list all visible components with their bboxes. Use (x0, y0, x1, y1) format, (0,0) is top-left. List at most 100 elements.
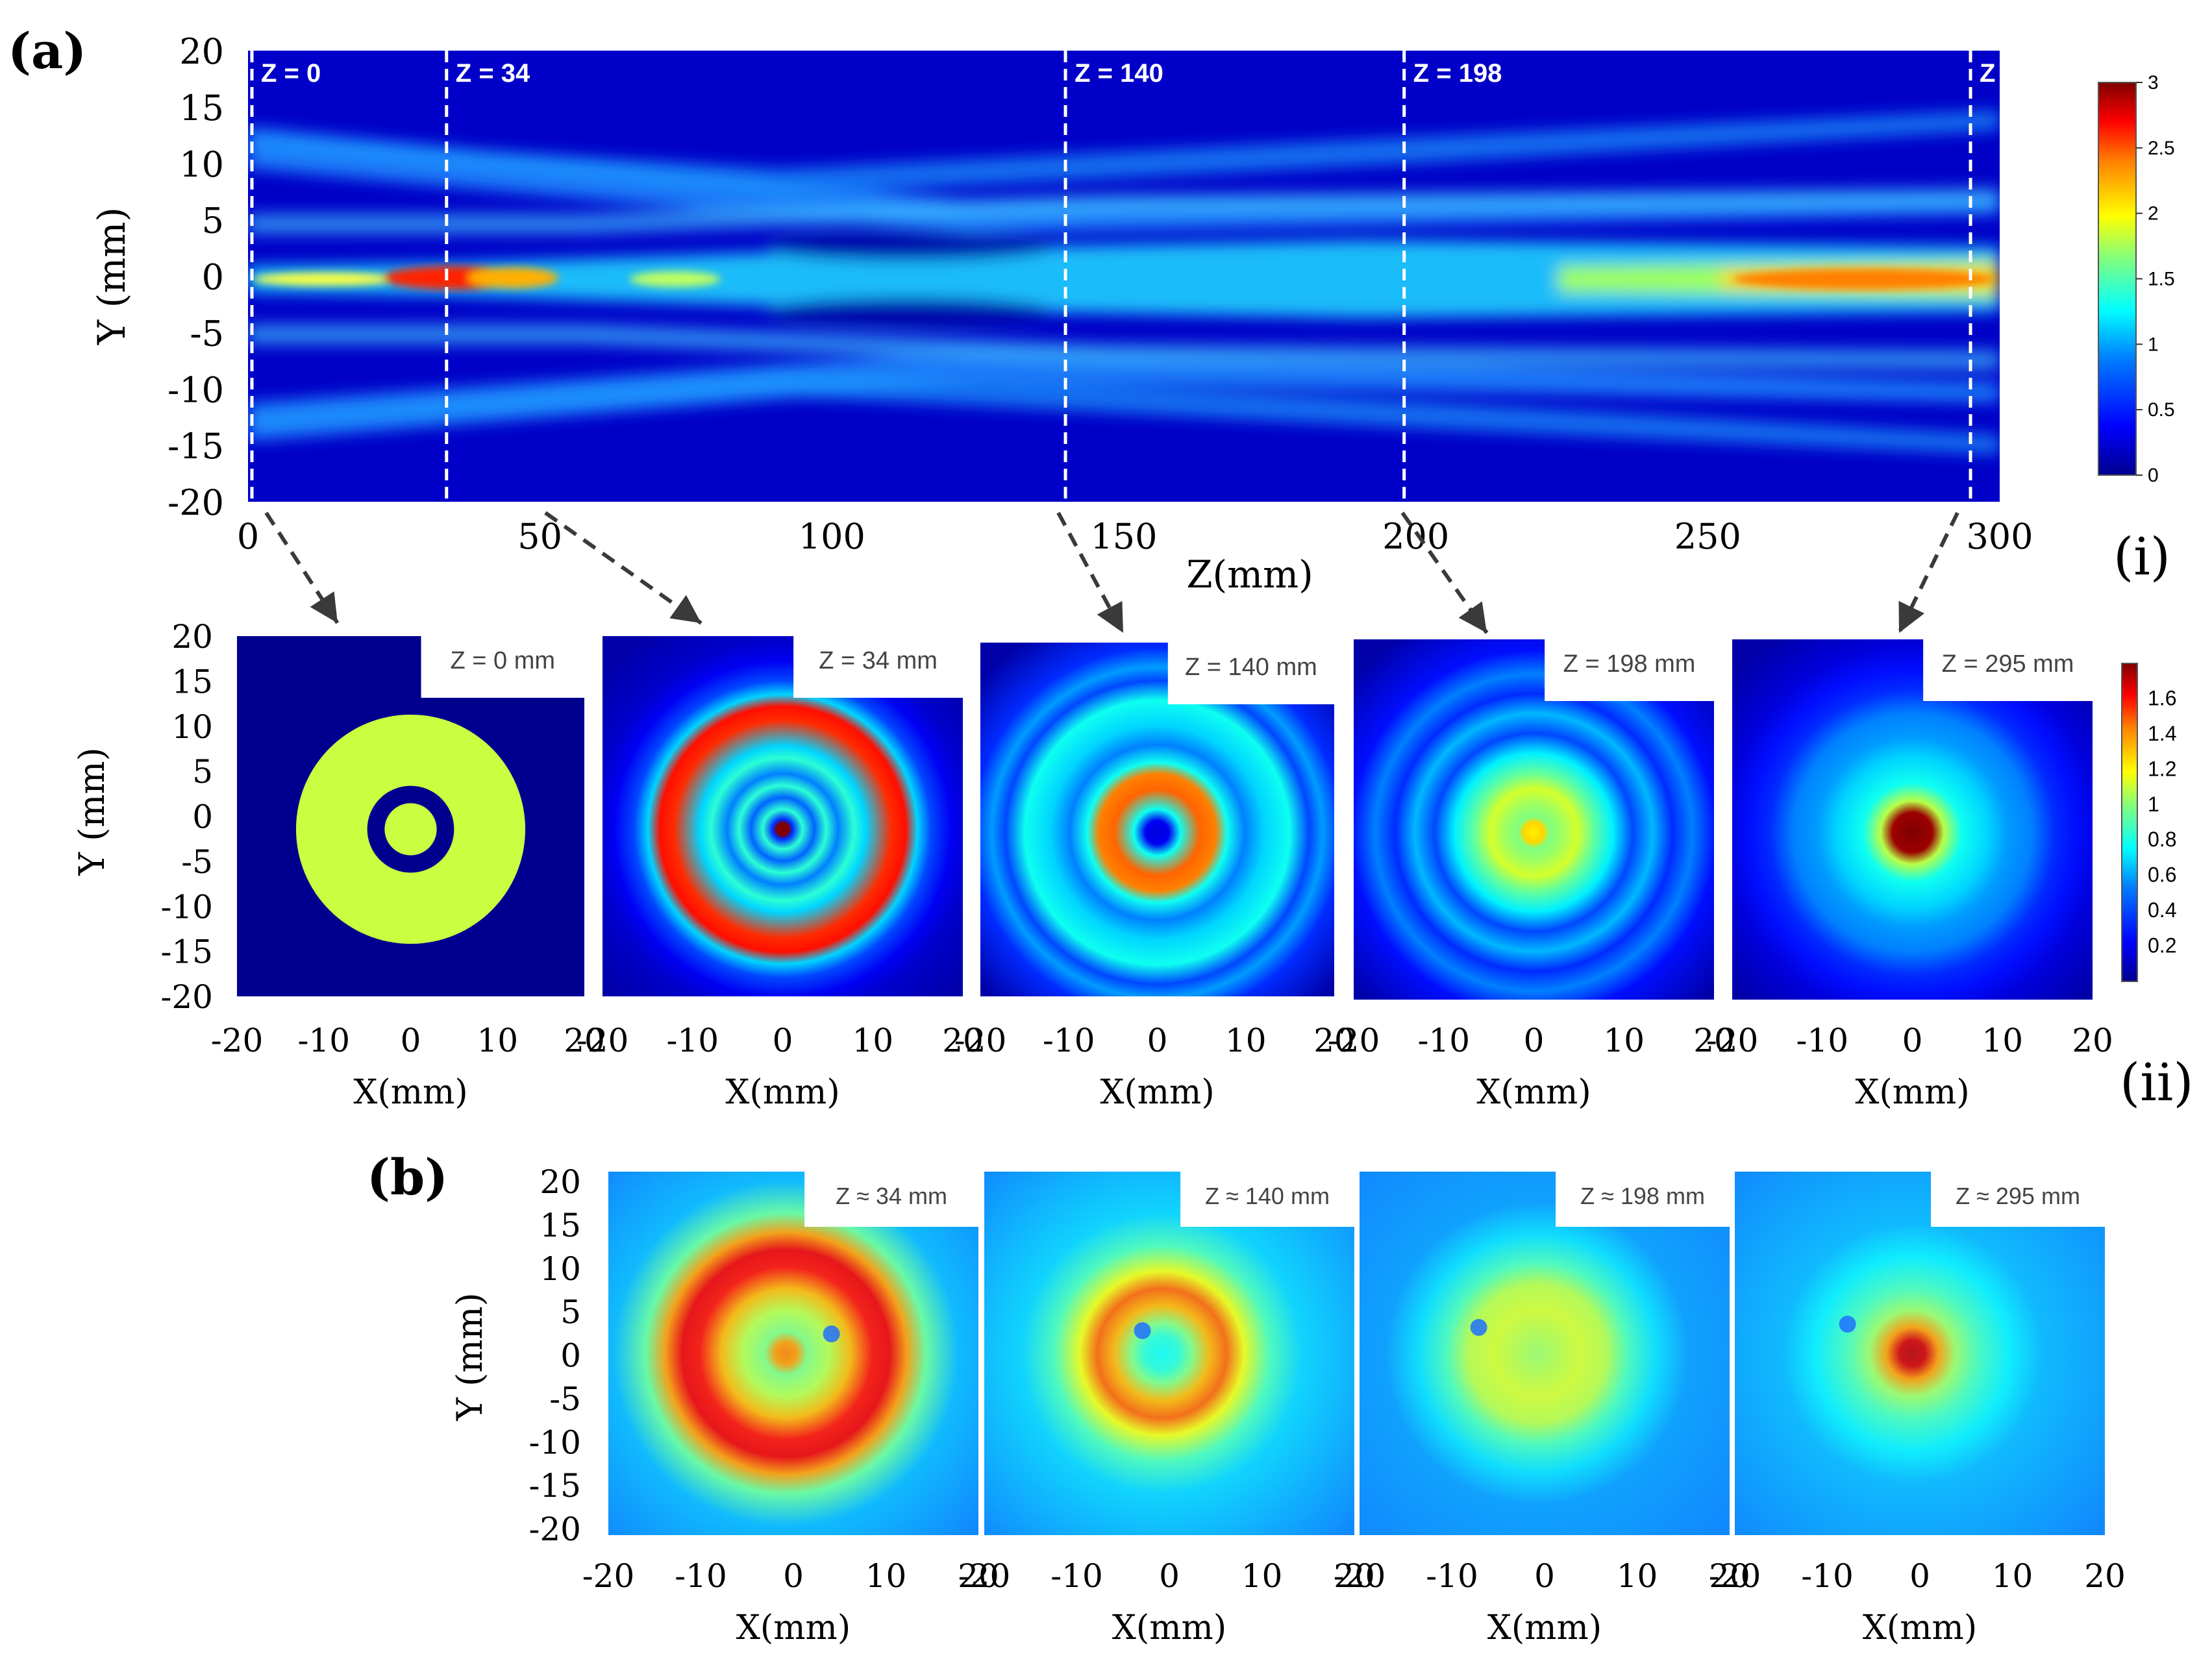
simulated-y-label: Y (mm) (71, 747, 112, 876)
cross-section-x-tick: 10 (852, 1022, 893, 1059)
propagation-x-tick: 300 (1966, 516, 2033, 557)
experimental-x-tick: -20 (958, 1557, 1011, 1595)
hotspot-start (253, 273, 396, 286)
beam-axis-glow (248, 240, 2000, 318)
plane-arrow-line (544, 511, 702, 625)
cross-section-label-box (793, 636, 963, 698)
propagation-heatmap: Z = 0 Z = 34 Z = 140 Z = 198 Z = 295 20 15 10 5… (90, 31, 2069, 597)
experimental-label-box (1180, 1172, 1354, 1227)
experimental-y-tick: 20 (540, 1163, 581, 1201)
cross-section-x-tick: 10 (477, 1022, 518, 1059)
cross-section-label: Z = 0 mm (451, 647, 556, 674)
plane-arrow-head (669, 595, 701, 623)
experimental-x-tick: 10 (1617, 1557, 1658, 1595)
colorbar-cross-section-tick-label: 0.8 (2148, 828, 2176, 851)
experimental-x-tick: 20 (1334, 1557, 1375, 1595)
experimental-panel-z198: Z ≈ 198 mm -20 -10 0 10 20 X(mm) (1334, 1172, 1750, 1647)
experimental-y-tick: -15 (528, 1467, 581, 1505)
experimental-cross-sections: Z ≈ 34 mm -20 -10 0 10 20 X(mm) Z ≈ 140 mm -20 -1… (582, 1172, 2126, 1647)
cross-section-x-tick: -20 (954, 1022, 1007, 1059)
propagation-y-tick: 5 (202, 201, 224, 241)
colorbar-propagation-tick-label: 1.5 (2148, 269, 2175, 290)
propagation-x-tick: 250 (1674, 516, 1741, 557)
cross-section-x-tick: -20 (211, 1022, 264, 1059)
colorbar-propagation: 3 2.5 2 1.5 1 0.5 0 (2098, 72, 2175, 486)
experimental-label-box (1556, 1172, 1730, 1227)
plane-arrow-head (1097, 600, 1123, 633)
propagation-y-tick: -20 (168, 482, 224, 523)
sub-ii-label: (ii) (2120, 1052, 2194, 1113)
experimental-x-tick: 0 (783, 1557, 804, 1595)
propagation-x-tick: 150 (1090, 516, 1157, 557)
cross-section-y-tick: 10 (171, 708, 213, 746)
experimental-x-label: X(mm) (1487, 1608, 1602, 1647)
colorbar-cross-section-tick-label: 1 (2148, 793, 2159, 816)
cross-section-z295: Z = 295 mm -20 -10 0 10 20 X(mm) (1706, 639, 2113, 1112)
cross-section-label-box (1923, 639, 2093, 701)
colorbar-cross-section-tick-label: 0.6 (2148, 863, 2176, 887)
cross-section-x-tick: -10 (1417, 1022, 1470, 1059)
experimental-x-tick: 20 (1709, 1557, 1750, 1595)
cross-section-label: Z = 295 mm (1942, 650, 2074, 678)
cross-section-x-tick: 20 (2072, 1022, 2113, 1059)
experimental-x-label: X(mm) (1112, 1608, 1226, 1647)
cross-section-y-tick: -15 (160, 933, 213, 971)
experimental-x-tick: -10 (1801, 1557, 1854, 1595)
cross-section-x-tick: -10 (1043, 1022, 1095, 1059)
cross-section-y-tick: -10 (160, 888, 213, 926)
experimental-label-box (804, 1172, 978, 1227)
experimental-panel-z140: Z ≈ 140 mm -20 -10 0 10 20 X(mm) (958, 1172, 1375, 1647)
propagation-y-tick: 10 (179, 144, 224, 185)
experimental-x-label: X(mm) (1863, 1608, 1977, 1647)
colorbar-cross-section-tick-label: 1.2 (2148, 757, 2176, 780)
annular-aperture-core (384, 803, 437, 856)
propagation-x-tick: 0 (237, 516, 259, 557)
cross-section-z140: Z = 140 mm -20 -10 0 10 20 X(mm) (954, 643, 1355, 1112)
experimental-defect-spot (1134, 1322, 1151, 1339)
experimental-speckle (984, 1172, 1354, 1535)
cross-section-x-tick: 0 (773, 1022, 793, 1059)
colorbar-cross-section-tick-label: 0.4 (2148, 898, 2176, 922)
cross-section-x-tick: 20 (564, 1022, 605, 1059)
propagation-x-tick: 50 (517, 516, 562, 557)
cross-section-x-tick: 0 (1524, 1022, 1545, 1059)
cross-section-x-tick: 20 (1313, 1022, 1355, 1059)
plane-arrow-head (1458, 601, 1487, 633)
cross-section-x-tick: 20 (1693, 1022, 1735, 1059)
cross-section-label-box (421, 636, 584, 698)
experimental-y-tick: -20 (528, 1510, 581, 1548)
experimental-panel-z295: Z ≈ 295 mm -20 -10 0 10 20 X(mm) (1709, 1172, 2126, 1647)
cross-section-y-tick: 0 (192, 798, 213, 836)
experimental-x-tick: 10 (1992, 1557, 2033, 1595)
experimental-panel-z34: Z ≈ 34 mm -20 -10 0 10 20 X(mm) (582, 1172, 999, 1647)
experimental-defect-spot (823, 1325, 840, 1342)
plane-arrow-head (1898, 600, 1925, 633)
experimental-y-tick: -10 (528, 1423, 581, 1461)
colorbar-cross-section-ticks: 1.6 1.4 1.2 1 0.8 0.6 0.4 0.2 (2148, 686, 2176, 957)
cross-section-x-tick: -20 (1706, 1022, 1759, 1059)
experimental-x-tick: -20 (1334, 1557, 1386, 1595)
cross-section-x-tick: -10 (297, 1022, 350, 1059)
cross-section-x-tick: 0 (1902, 1022, 1923, 1059)
experimental-x-tick: 20 (958, 1557, 999, 1595)
propagation-y-tick: -10 (168, 369, 224, 410)
colorbar-cross-section: 1.6 1.4 1.2 1 0.8 0.6 0.4 0.2 (2121, 663, 2176, 982)
cross-section-y-tick: -20 (160, 978, 213, 1016)
beam-fan-lower (248, 351, 2000, 441)
experimental-y-tick: 5 (560, 1294, 581, 1331)
colorbar-propagation-tick-label: 1 (2148, 334, 2159, 355)
experimental-label: Z ≈ 198 mm (1580, 1183, 1705, 1209)
simulated-y-ticks: 20 15 10 5 0 -5 -10 -15 -20 (160, 618, 213, 1016)
experimental-y-tick: -5 (549, 1380, 581, 1418)
beam-outer-lower (248, 370, 2000, 454)
experimental-x-label: X(mm) (736, 1608, 851, 1647)
colorbar-cross-section-scale (2121, 663, 2138, 982)
experimental-x-tick: 0 (1909, 1557, 1930, 1595)
cross-section-x-tick: -10 (1796, 1022, 1848, 1059)
cross-section-y-tick: 5 (192, 753, 213, 791)
propagation-y-tick: 15 (179, 88, 224, 129)
experimental-label: Z ≈ 295 mm (1956, 1183, 2080, 1209)
experimental-defect-spot (1839, 1316, 1856, 1333)
cross-section-z198: Z = 198 mm -20 -10 0 10 20 X(mm) (1328, 639, 1735, 1112)
